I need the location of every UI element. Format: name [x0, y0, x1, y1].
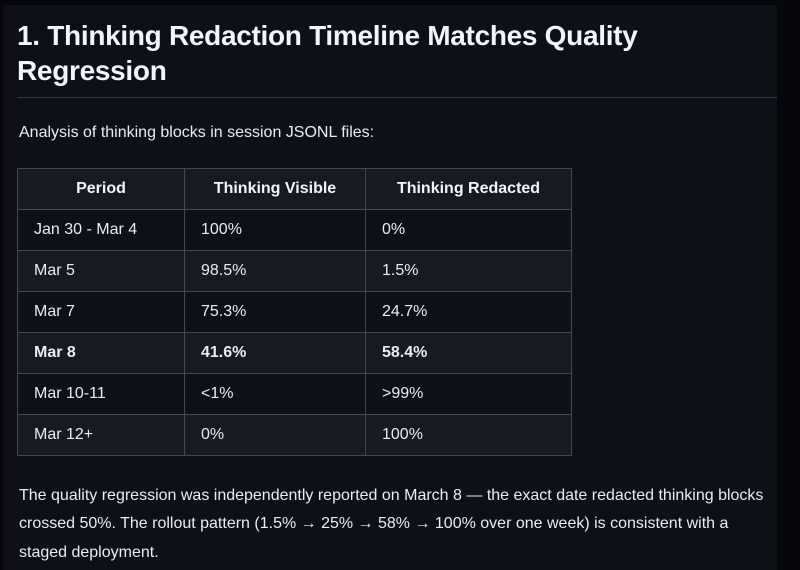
cell-visible: 0% — [184, 413, 366, 456]
cell-redacted: >99% — [365, 372, 572, 415]
redaction-timeline-table: Period Thinking Visible Thinking Redacte… — [17, 167, 572, 456]
cell-visible: 100% — [184, 208, 366, 251]
cell-visible: <1% — [184, 372, 366, 415]
cell-visible: 41.6% — [184, 331, 366, 374]
cell-redacted: 100% — [365, 413, 572, 456]
table-header-row: Period Thinking Visible Thinking Redacte… — [17, 167, 572, 210]
cell-period: Jan 30 - Mar 4 — [17, 208, 185, 251]
cell-redacted: 1.5% — [365, 249, 572, 292]
table-row-emphasized: Mar 8 41.6% 58.4% — [17, 331, 572, 374]
page-title: 1. Thinking Redaction Timeline Matches Q… — [17, 18, 777, 98]
cell-redacted: 0% — [365, 208, 572, 251]
cell-period: Mar 5 — [17, 249, 185, 292]
document-body: 1. Thinking Redaction Timeline Matches Q… — [3, 5, 777, 570]
table-row: Mar 10-11 <1% >99% — [17, 372, 572, 415]
cell-period: Mar 10-11 — [17, 372, 185, 415]
table-row: Mar 5 98.5% 1.5% — [17, 249, 572, 292]
footer-analysis-text: The quality regression was independently… — [19, 486, 764, 562]
cell-visible: 98.5% — [184, 249, 366, 292]
cell-period: Mar 7 — [17, 290, 185, 333]
cell-period: Mar 8 — [17, 331, 185, 374]
cell-period: Mar 12+ — [17, 413, 185, 456]
table-header-period: Period — [17, 167, 185, 210]
cell-redacted: 58.4% — [365, 331, 572, 374]
cell-redacted: 24.7% — [365, 290, 572, 333]
table-header-visible: Thinking Visible — [184, 167, 366, 210]
table-header-redacted: Thinking Redacted — [365, 167, 572, 210]
intro-text: Analysis of thinking blocks in session J… — [19, 124, 375, 141]
table-row: Mar 12+ 0% 100% — [17, 413, 572, 456]
table-row: Mar 7 75.3% 24.7% — [17, 290, 572, 333]
cell-visible: 75.3% — [184, 290, 366, 333]
table-row: Jan 30 - Mar 4 100% 0% — [17, 208, 572, 251]
